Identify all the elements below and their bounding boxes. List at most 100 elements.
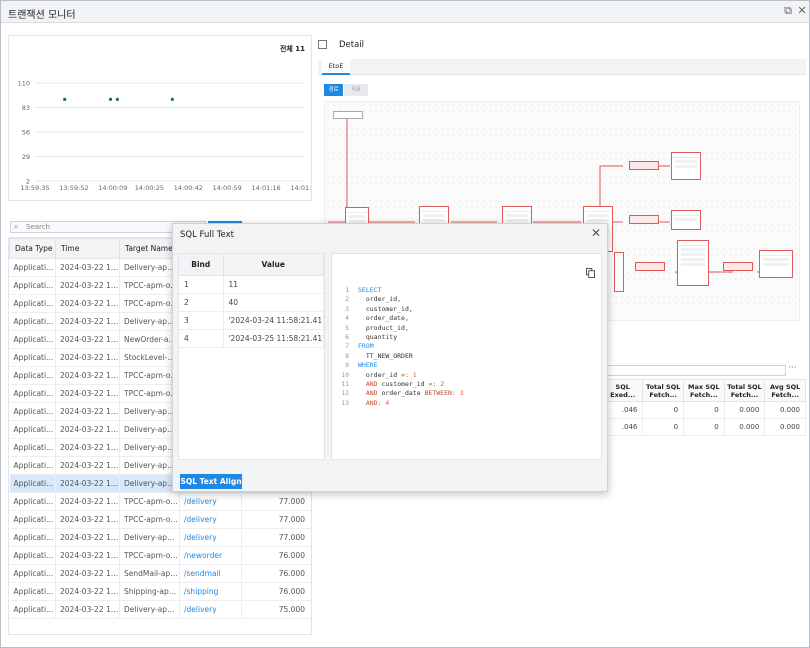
stat-cell: 0 [683, 401, 725, 419]
sql-line: 5 product_id, [337, 324, 464, 333]
tab-etoe[interactable]: EtoE [322, 59, 350, 75]
table-row[interactable]: Applicati...2024-03-22 14:0...TPCC-apm-o… [9, 546, 311, 565]
line-number: 3 [345, 304, 349, 313]
stat-row[interactable]: .046 0 0 0.000 0.000 [601, 401, 806, 419]
table-cell: Applicati... [9, 258, 56, 277]
stat-column-header[interactable]: Total SQL Fetch... [723, 379, 766, 402]
sql-token: customer_id [381, 380, 429, 389]
stat-cell: .046 [601, 418, 644, 436]
stat-column-header[interactable]: SQL Exed... [601, 379, 644, 402]
stat-row[interactable]: .046 0 0 0.000 0.000 [601, 418, 806, 436]
table-cell: Delivery-apm-o... [119, 312, 180, 331]
flow-start-node[interactable] [333, 111, 363, 119]
table-cell: 2024-03-22 14:0... [55, 456, 120, 475]
column-header[interactable]: Target Name [119, 238, 180, 259]
scatter-point[interactable] [170, 97, 174, 101]
table-cell: Shipping-apm-... [119, 582, 180, 601]
scatter-point[interactable] [108, 97, 113, 101]
chart-svg[interactable]: 2 29 56 83 110 13:59:35 13:59:52 14:00:09 14:00:… [9, 36, 320, 200]
line-number: 11 [341, 380, 349, 389]
table-cell: SendMail-apm-... [119, 564, 180, 583]
table-cell: TPCC-apm-one... [119, 366, 180, 385]
column-header[interactable]: Time [55, 238, 120, 259]
sql-line: 13 AND: 4 [337, 399, 464, 408]
close-icon[interactable]: ✕ [797, 4, 807, 17]
table-cell: 2024-03-22 14:0... [55, 510, 120, 529]
bind-table-panel: Bind Value 1 11 2 40 3'2024-03-24 11:58:21.41… [178, 253, 325, 460]
flow-node[interactable] [671, 152, 701, 180]
stat-cell: 0.000 [723, 401, 766, 419]
sql-text-align-button[interactable]: SQL Text Align [180, 474, 242, 489]
sql-token: 3 [455, 389, 464, 398]
line-number: 7 [345, 342, 349, 351]
tab-metrics[interactable]: 지표 [344, 84, 368, 96]
table-cell: 2024-03-22 14:0... [55, 258, 120, 277]
more-options-icon[interactable]: ··· [788, 363, 797, 373]
x-tick-label: 13:59:52 [59, 184, 88, 192]
line-number: 6 [345, 333, 349, 342]
stat-cell: 0.000 [764, 418, 806, 436]
stat-cell: 0 [642, 401, 685, 419]
table-cell: 76.000 [241, 564, 311, 583]
table-cell: Applicati... [9, 330, 56, 349]
table-cell: Delivery-apm-o... [119, 420, 180, 439]
detail-tab-bar: EtoE [318, 59, 806, 75]
line-number: 4 [345, 314, 349, 323]
scatter-point[interactable] [63, 97, 67, 101]
table-row[interactable]: Applicati...2024-03-22 14:0...SendMail-a… [9, 564, 311, 583]
flow-node[interactable] [677, 240, 709, 286]
modal-close-icon[interactable]: ✕ [590, 226, 601, 240]
column-header[interactable]: Data Type [9, 238, 56, 259]
sql-line: 8 TT_NEW_ORDER [337, 352, 464, 361]
y-tick-label: 2 [26, 178, 30, 186]
bind-row[interactable]: 4'2024-03-25 11:58:21.417' [179, 329, 324, 348]
table-row[interactable]: Applicati...2024-03-22 14:0...TPCC-apm-o… [9, 492, 311, 511]
y-tick-label: 29 [22, 153, 30, 161]
sql-line: 2 order_id, [337, 295, 464, 304]
sql-token: order_date [381, 389, 425, 398]
table-cell: 2024-03-22 14:0... [55, 402, 120, 421]
table-row[interactable]: Applicati...2024-03-22 14:0...Delivery-a… [9, 528, 311, 547]
sql-line: 1 SELECT [337, 286, 464, 295]
flow-node[interactable] [671, 210, 701, 230]
bind-row[interactable]: 1 11 [179, 275, 324, 294]
stat-column-header[interactable]: Max SQL Fetch... [683, 379, 725, 402]
sql-line: 4 order_date, [337, 314, 464, 323]
copy-icon[interactable] [586, 268, 595, 278]
sql-token: customer_id, [358, 304, 413, 313]
line-number: 9 [345, 361, 349, 370]
search-input[interactable]: ⌕ Search [10, 221, 206, 233]
table-row[interactable]: Applicati...2024-03-22 14:0...Delivery-a… [9, 600, 311, 619]
y-tick-label: 83 [22, 104, 30, 112]
sql-stats-table: SQL Exed... Total SQL Fetch... Max SQL Fetch.… [601, 379, 806, 436]
search-placeholder: Search [26, 223, 51, 231]
sql-token: =: [401, 370, 409, 379]
table-row[interactable]: Applicati...2024-03-22 14:0...TPCC-apm-o… [9, 510, 311, 529]
scatter-point[interactable] [115, 97, 119, 101]
table-row[interactable]: Applicati...2024-03-22 14:0...Shipping-a… [9, 582, 311, 601]
line-number: 1 [345, 286, 349, 294]
bind-column-header[interactable]: Bind [179, 254, 224, 276]
table-cell: 77.000 [241, 492, 311, 511]
bind-column-header[interactable]: Value [223, 254, 324, 276]
stat-column-header[interactable]: Total SQL Fetch... [642, 379, 685, 402]
table-cell: Applicati... [9, 348, 56, 367]
table-cell: 2024-03-22 14:0... [55, 564, 120, 583]
bind-row[interactable]: 3'2024-03-24 11:58:21.417' [179, 311, 324, 330]
bind-row[interactable]: 2 40 [179, 293, 324, 312]
line-number: 5 [345, 323, 349, 332]
total-count: 전체 11 [279, 45, 305, 53]
flow-edge-label [723, 262, 753, 271]
popout-icon[interactable]: ⧉ [784, 4, 792, 17]
y-tick-label: 56 [22, 129, 30, 137]
table-cell: Applicati... [9, 546, 56, 565]
scatter-chart: 전체 11 2 29 56 83 110 13:59:35 13:59:52 14:00:09… [8, 35, 320, 201]
tab-path[interactable]: 경로 [324, 84, 343, 96]
table-cell: 2024-03-22 14:0... [55, 546, 120, 565]
sql-token: AND: [358, 398, 382, 407]
flow-node[interactable] [614, 252, 624, 292]
flow-node[interactable] [759, 250, 793, 278]
table-cell: 77.000 [241, 528, 311, 547]
table-cell: Applicati... [9, 402, 56, 421]
stat-column-header[interactable]: Avg SQL Fetch... [764, 379, 806, 402]
